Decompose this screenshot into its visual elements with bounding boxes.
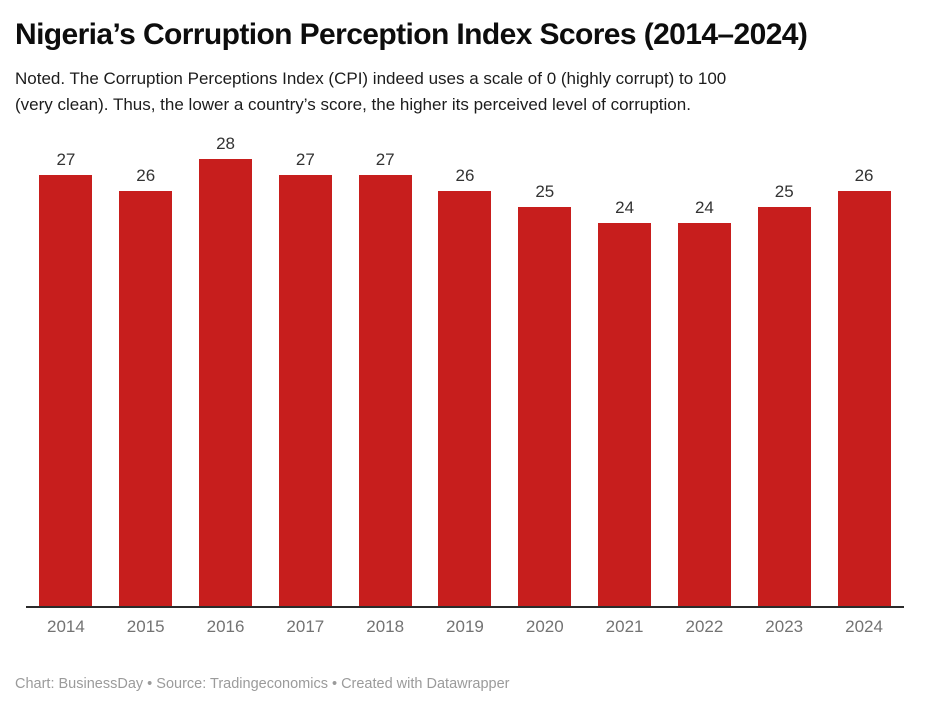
x-axis: 2014 2015 2016 2017 2018 2019 2020 2021 2022 2023… xyxy=(26,608,904,637)
x-axis-label-2023: 2023 xyxy=(765,617,804,636)
bar-column-2024: 26 xyxy=(824,118,904,608)
bar-column-2023: 25 xyxy=(744,118,824,608)
page-title: Nigeria’s Corruption Perception Index Sc… xyxy=(15,18,808,51)
bar-value-label: 26 xyxy=(854,166,874,185)
bar-2015 xyxy=(119,191,173,608)
bar-value-label: 24 xyxy=(615,198,635,217)
chart-subtitle: Noted. The Corruption Perceptions Index … xyxy=(15,66,915,118)
bar-2018 xyxy=(358,175,412,608)
bar-value-label: 27 xyxy=(56,150,76,169)
bar-2024 xyxy=(837,191,891,608)
x-axis-label-2015: 2015 xyxy=(126,617,165,636)
bar-column-2021: 24 xyxy=(585,118,665,608)
bar-value-label: 27 xyxy=(375,150,395,169)
x-axis-label-2021: 2021 xyxy=(605,617,644,636)
bar-2019 xyxy=(438,191,492,608)
bar-value-label: 26 xyxy=(455,166,475,185)
x-axis-label-2022: 2022 xyxy=(685,617,724,636)
bar-column-2022: 24 xyxy=(665,118,745,608)
bar-2020 xyxy=(518,207,572,608)
bar-column-2014: 27 xyxy=(26,118,106,608)
bar-column-2016: 28 xyxy=(186,118,266,608)
x-axis-label-2016: 2016 xyxy=(206,617,245,636)
bar-value-label: 28 xyxy=(216,134,235,153)
bar-value-label: 25 xyxy=(774,182,794,201)
subtitle-line-2: (very clean). Thus, the lower a country’… xyxy=(15,95,691,114)
bar-2016 xyxy=(199,159,253,608)
bar-value-label: 24 xyxy=(694,198,714,217)
x-axis-label-2014: 2014 xyxy=(46,617,85,636)
attribution-text: Chart: BusinessDay • Source: Tradingecon… xyxy=(15,676,510,692)
x-axis-label-2024: 2024 xyxy=(845,617,883,636)
bar-2023 xyxy=(757,207,811,608)
x-axis-label-2020: 2020 xyxy=(525,617,564,636)
x-axis-label-2017: 2017 xyxy=(286,617,325,636)
bar-column-2020: 25 xyxy=(505,118,585,608)
bar-2022 xyxy=(677,223,731,608)
chart-header: Nigeria’s Corruption Perception Index Sc… xyxy=(0,0,930,118)
x-axis-label-2019: 2019 xyxy=(446,617,484,636)
bar-value-label: 27 xyxy=(295,150,315,169)
bar-column-2017: 27 xyxy=(265,118,345,608)
subtitle-line-1: Noted. The Corruption Perceptions Index … xyxy=(15,69,727,88)
x-axis-line xyxy=(26,606,904,608)
bar-2017 xyxy=(278,175,332,608)
bar-column-2015: 26 xyxy=(106,118,186,608)
bar-chart-plot: 27 26 28 27 27 26 25 24 24 25 26 xyxy=(26,118,904,608)
bar-value-label: 25 xyxy=(535,182,555,201)
bar-value-label: 26 xyxy=(136,166,156,185)
bar-2014 xyxy=(39,175,93,608)
bar-2021 xyxy=(598,223,652,608)
bar-column-2018: 27 xyxy=(345,118,425,608)
bar-column-2019: 26 xyxy=(425,118,505,608)
x-axis-label-2018: 2018 xyxy=(366,617,405,636)
